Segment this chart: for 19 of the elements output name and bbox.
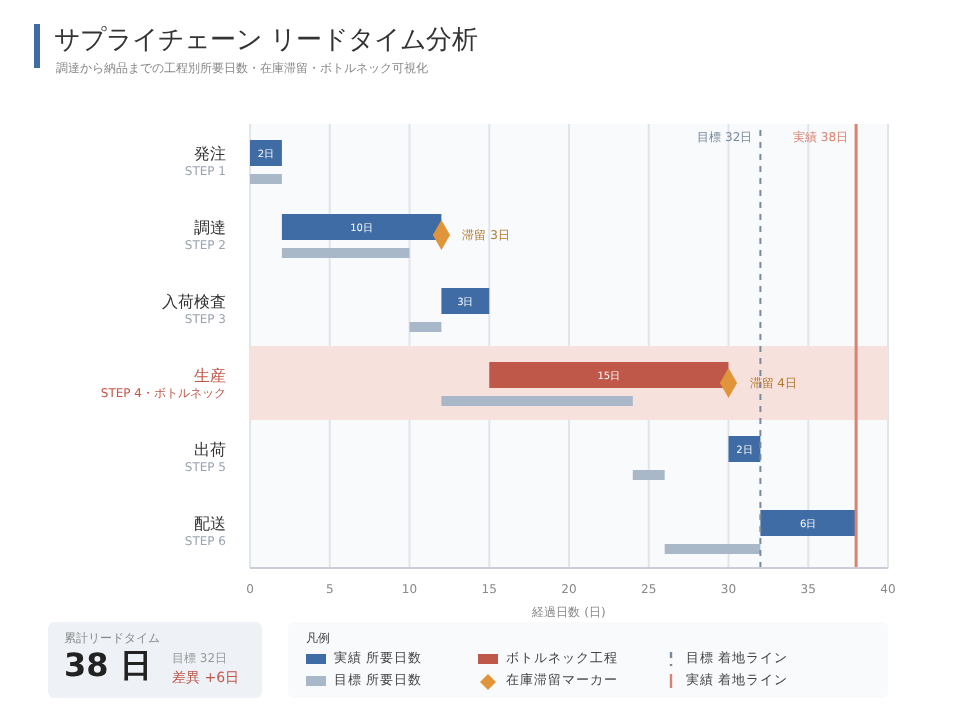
y-tick-label: 入荷検査 STEP 3 bbox=[162, 293, 227, 327]
bar bbox=[409, 322, 442, 332]
y-tick-label: 発注 STEP 1 bbox=[184, 145, 227, 179]
bar bbox=[281, 214, 442, 240]
bar bbox=[632, 470, 665, 480]
y-tick-label: 生産 STEP 4・ボトルネック bbox=[100, 367, 226, 401]
y-tick-label: 配送 STEP 6 bbox=[184, 515, 227, 549]
bar bbox=[441, 288, 490, 314]
bar bbox=[250, 174, 282, 184]
bar bbox=[664, 544, 761, 554]
bar bbox=[441, 396, 633, 406]
bar bbox=[281, 248, 410, 258]
y-tick-label: 出荷 STEP 5 bbox=[184, 441, 227, 475]
text: 38 日 bbox=[64, 646, 152, 688]
y-tick-label: 調達 STEP 2 bbox=[184, 219, 227, 253]
bar bbox=[250, 140, 282, 166]
bar bbox=[760, 510, 857, 536]
bar bbox=[489, 362, 729, 388]
chart-title: サプライチェーン リードタイム分析 bbox=[54, 24, 479, 58]
